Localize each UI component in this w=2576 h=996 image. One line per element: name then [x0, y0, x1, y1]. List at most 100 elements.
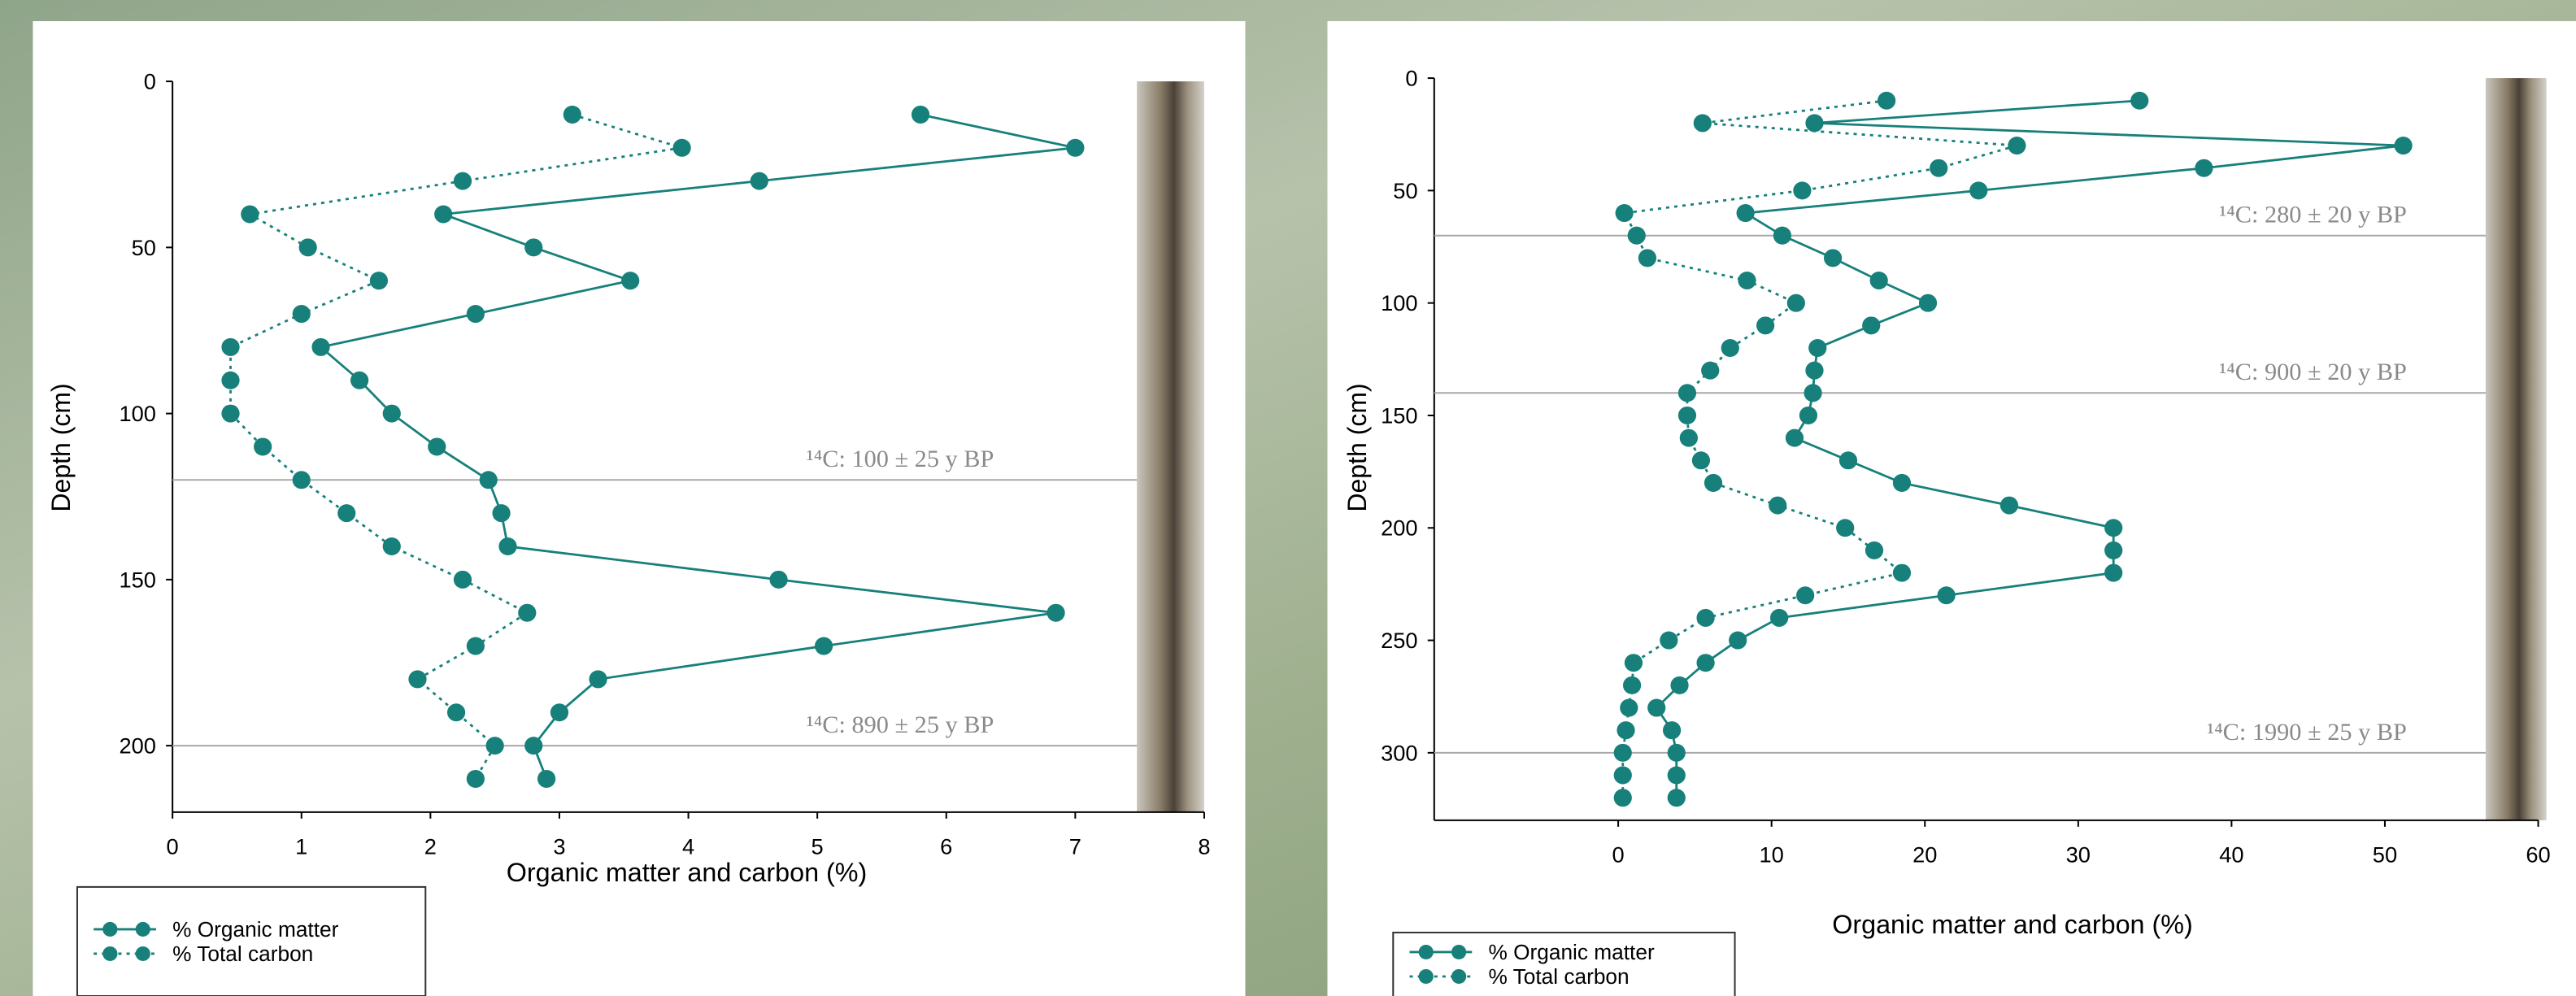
- y-tick-label: 300: [1381, 740, 1417, 765]
- data-point: [221, 404, 240, 423]
- data-point: [1736, 204, 1755, 223]
- data-point: [1738, 271, 1756, 290]
- data-point: [453, 570, 472, 589]
- data-point: [254, 437, 272, 456]
- data-point: [1647, 698, 1666, 717]
- data-point: [1679, 428, 1698, 447]
- data-point: [1667, 743, 1686, 762]
- data-point: [1696, 608, 1715, 627]
- x-tick-label: 3: [553, 833, 565, 859]
- data-point: [1918, 294, 1938, 312]
- date-label: ¹⁴C: 280 ± 20 y BP: [2219, 201, 2407, 228]
- data-point: [672, 138, 691, 157]
- data-point: [446, 703, 466, 722]
- x-tick-label: 20: [1912, 842, 1937, 867]
- date-label: ¹⁴C: 100 ± 25 y BP: [807, 445, 994, 472]
- data-point: [498, 537, 517, 556]
- data-point: [1930, 159, 1948, 177]
- data-point: [408, 670, 427, 689]
- y-tick-label: 50: [1393, 178, 1417, 203]
- data-point: [221, 337, 240, 356]
- legend-marker: [1418, 968, 1434, 984]
- data-point: [589, 670, 607, 689]
- data-point: [1624, 654, 1643, 672]
- x-axis-title: Organic matter and carbon (%): [1832, 910, 2193, 939]
- data-point: [1046, 603, 1065, 622]
- data-point: [518, 603, 537, 622]
- data-point: [769, 570, 788, 589]
- data-point: [1701, 361, 1720, 380]
- data-point: [1877, 91, 1896, 110]
- x-tick-label: 2: [424, 833, 437, 859]
- y-tick-label: 200: [1381, 515, 1417, 541]
- data-point: [1613, 789, 1632, 807]
- data-point: [1937, 586, 1956, 605]
- data-point: [1892, 473, 1912, 492]
- data-point: [1677, 384, 1697, 402]
- data-point: [1785, 428, 1804, 447]
- y-tick-label: 250: [1381, 628, 1417, 653]
- panel: [1327, 21, 2576, 996]
- core-photo: [2485, 78, 2547, 820]
- data-point: [292, 305, 311, 324]
- data-point: [1756, 316, 1775, 335]
- data-point: [750, 172, 768, 190]
- data-point: [1804, 384, 1822, 402]
- data-point: [1622, 676, 1642, 694]
- date-label: ¹⁴C: 900 ± 20 y BP: [2219, 358, 2407, 385]
- data-point: [485, 737, 504, 755]
- data-point: [1865, 541, 1884, 559]
- legend-marker: [135, 946, 150, 961]
- data-point: [2008, 137, 2026, 155]
- x-tick-label: 60: [2526, 842, 2550, 867]
- data-point: [1670, 676, 1689, 694]
- data-point: [466, 769, 485, 788]
- data-point: [814, 637, 833, 655]
- data-point: [428, 437, 446, 456]
- data-point: [492, 504, 511, 523]
- y-tick-label: 150: [119, 567, 155, 592]
- x-tick-label: 1: [295, 833, 307, 859]
- x-tick-label: 0: [167, 833, 179, 859]
- legend-label: % Organic matter: [1488, 940, 1655, 964]
- data-point: [2130, 91, 2149, 110]
- date-label: ¹⁴C: 890 ± 25 y BP: [807, 711, 994, 738]
- x-tick-label: 6: [940, 833, 952, 859]
- data-point: [434, 205, 453, 224]
- data-point: [550, 703, 569, 722]
- data-point: [453, 172, 472, 190]
- y-axis-title: Depth (cm): [46, 383, 76, 511]
- data-point: [1769, 608, 1789, 627]
- y-tick-label: 0: [144, 69, 156, 94]
- data-point: [1704, 473, 1723, 492]
- data-point: [1662, 721, 1682, 740]
- y-tick-label: 200: [119, 733, 155, 759]
- data-point: [1660, 631, 1678, 650]
- legend-label: % Total carbon: [172, 942, 313, 966]
- legend-label: % Total carbon: [1488, 964, 1629, 989]
- data-point: [537, 769, 556, 788]
- data-point: [337, 504, 356, 523]
- data-point: [911, 105, 930, 124]
- data-point: [1836, 519, 1855, 537]
- data-point: [1793, 181, 1812, 200]
- y-tick-label: 100: [1381, 290, 1417, 315]
- data-point: [1615, 204, 1634, 223]
- data-point: [1799, 406, 1818, 424]
- data-point: [1805, 114, 1824, 133]
- data-point: [369, 272, 389, 290]
- data-point: [1838, 451, 1858, 470]
- data-point: [292, 471, 311, 489]
- data-point: [382, 537, 401, 556]
- legend-marker: [102, 946, 118, 961]
- data-point: [1667, 789, 1686, 807]
- data-point: [2104, 519, 2123, 537]
- data-point: [2104, 541, 2123, 559]
- data-point: [1613, 766, 1632, 785]
- legend-marker: [1451, 944, 1467, 959]
- y-tick-label: 0: [1405, 66, 1417, 91]
- data-point: [1613, 743, 1632, 762]
- data-point: [1617, 721, 1635, 740]
- y-tick-label: 150: [1381, 403, 1417, 428]
